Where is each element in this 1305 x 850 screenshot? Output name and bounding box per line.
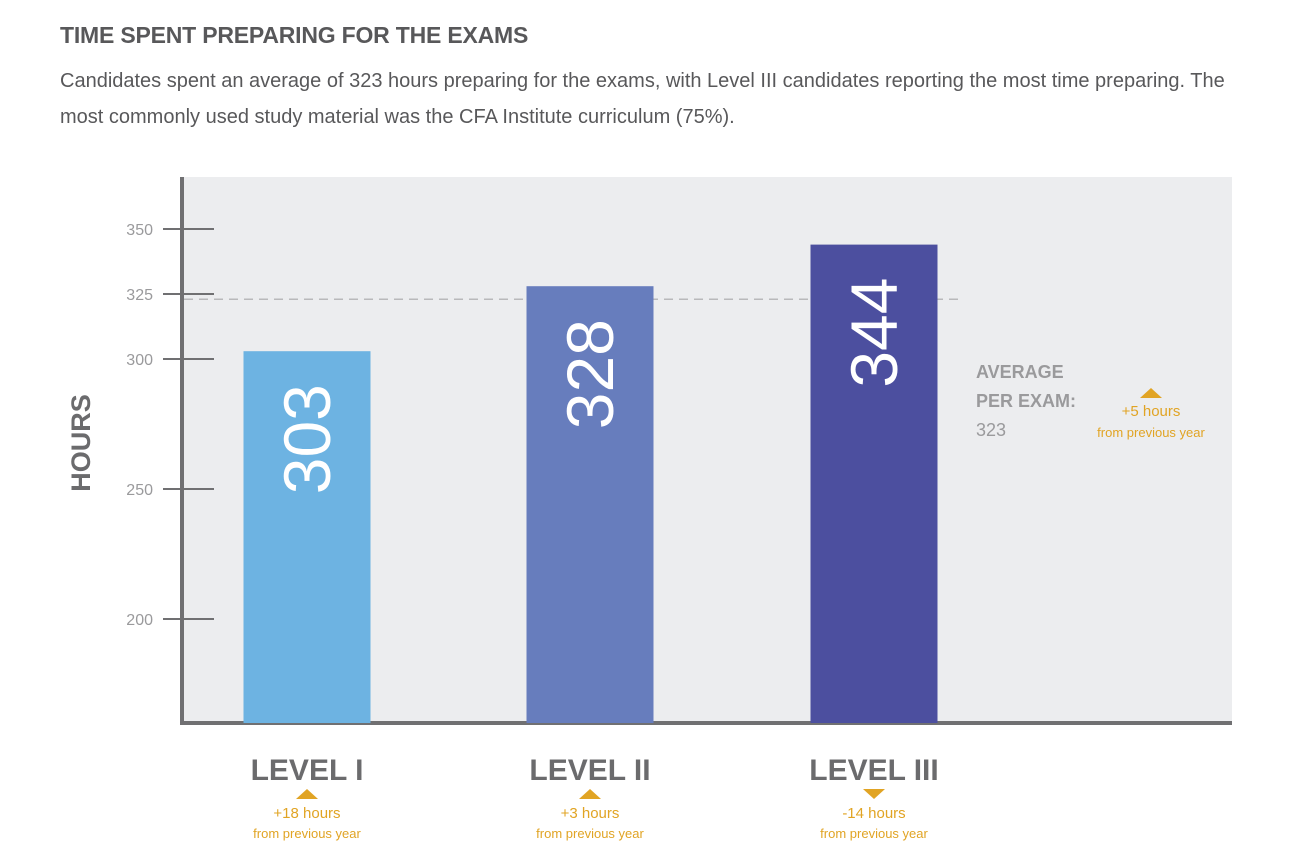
bar-level-2 [526, 286, 654, 723]
y-tick-label: 300 [126, 352, 153, 369]
bar-level-1 [243, 351, 371, 723]
average-label-line: PER EXAM: [976, 391, 1076, 411]
bar-value-label: 344 [837, 278, 911, 388]
bar-level-3 [810, 244, 938, 723]
page-subtitle: Candidates spent an average of 323 hours… [60, 70, 1225, 128]
change-arrow-icon [863, 789, 885, 799]
y-tick-label: 325 [126, 287, 153, 304]
change-amount: +3 hours [561, 805, 620, 822]
average-label-line: 323 [976, 420, 1006, 440]
page-title: TIME SPENT PREPARING FOR THE EXAMS [60, 22, 529, 48]
y-tick-label: 200 [126, 612, 153, 629]
x-category-label: LEVEL III [809, 754, 938, 787]
change-note: from previous year [253, 826, 361, 841]
change-note: from previous year [820, 826, 928, 841]
average-change-arrow-icon [1140, 388, 1162, 398]
y-axis-label: HOURS [66, 394, 96, 492]
change-note: from previous year [536, 826, 644, 841]
bar-value-label: 303 [270, 384, 344, 494]
x-category-label: LEVEL I [251, 754, 364, 787]
y-tick-label: 350 [126, 222, 153, 239]
y-tick-label: 250 [126, 482, 153, 499]
change-amount: -14 hours [842, 805, 905, 822]
change-arrow-icon [296, 789, 318, 799]
average-label-line: AVERAGE [976, 362, 1064, 382]
average-change-amount: +5 hours [1122, 403, 1181, 420]
x-category-label: LEVEL II [529, 754, 650, 787]
change-amount: +18 hours [273, 805, 340, 822]
average-change-note: from previous year [1097, 425, 1205, 440]
bar-value-label: 328 [553, 319, 627, 429]
change-arrow-icon [579, 789, 601, 799]
